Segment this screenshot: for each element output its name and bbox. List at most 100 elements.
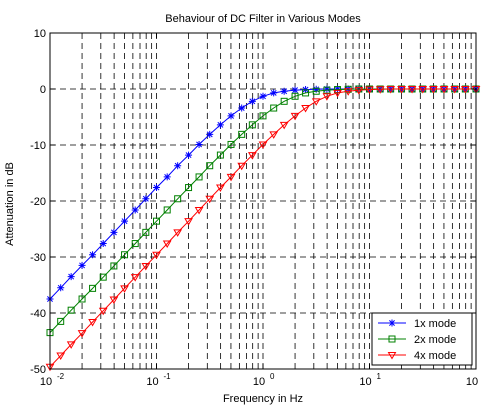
data-point [153,184,160,192]
data-point [110,262,118,270]
data-point [130,274,140,282]
data-point [301,105,310,113]
legend-item: 1x mode [378,318,456,330]
data-point [247,152,257,160]
x-tick-label-exponent: 1 [377,372,382,381]
data-point [323,85,331,93]
data-point [270,104,278,112]
legend-marker [387,352,397,360]
y-tick-label: 0 [40,84,46,96]
data-point [206,162,214,170]
data-point [238,104,246,112]
data-point [89,284,97,292]
data-point [109,296,119,305]
data-point [248,121,256,129]
data-point [67,273,75,281]
data-point [460,86,470,94]
data-point [343,88,353,96]
data-point [397,86,406,94]
data-point [173,229,183,237]
x-tick-label: 10 [359,376,371,388]
data-point [238,130,246,138]
data-point [366,85,373,93]
data-point [56,352,66,361]
data-point [162,240,172,249]
x-tick-label: 10 [253,376,265,388]
data-point [269,131,279,139]
data-point [386,86,396,94]
data-point [216,151,224,159]
data-point [226,173,236,182]
data-point [248,97,256,105]
data-point [67,306,75,314]
data-point [163,173,171,181]
data-point [120,285,129,293]
data-point [258,141,268,149]
data-point [312,85,320,93]
x-tick-label-exponent: -2 [57,372,65,381]
data-point [99,273,107,281]
data-point [88,318,97,327]
data-point [141,262,151,271]
data-point [78,295,86,303]
legend-marker [388,319,396,327]
data-point [152,251,161,260]
data-point [227,140,235,148]
data-point [302,89,310,97]
legend-label: 2x mode [414,334,456,346]
data-point [312,87,320,95]
data-point [98,307,108,316]
data-point [375,86,385,94]
data-point [185,151,193,159]
x-tick-label-exponent: 0 [270,372,275,381]
legend: 1x mode 2x mode 4x mode [371,312,473,366]
data-point [206,130,214,138]
data-point [174,195,182,203]
data-point [279,121,289,130]
data-point [99,240,107,248]
y-tick-label: -40 [30,308,46,320]
data-point [121,217,129,225]
x-tick-label: 10 [40,376,52,388]
data-point [270,89,278,97]
data-point [131,240,139,248]
data-point [322,93,332,101]
y-tick-label: -30 [30,252,46,264]
data-point [78,261,86,269]
legend-label: 4x mode [414,350,456,362]
data-point [57,317,65,325]
data-point [205,195,215,204]
data-point [57,284,65,292]
data-point [280,97,288,105]
data-point [291,86,299,94]
x-tick-label: 10 [466,376,478,388]
data-point [195,173,203,181]
data-point [89,251,97,259]
legend-label: 1x mode [414,318,456,330]
y-tick-label: -20 [30,196,46,208]
data-point [259,112,267,120]
data-point [323,86,331,94]
data-point [227,112,235,120]
data-point [354,87,364,95]
data-point [418,86,428,94]
data-point [153,217,160,225]
data-point [439,86,449,94]
data-point [365,86,374,95]
data-point [280,87,288,95]
data-point [216,184,225,193]
data-point [184,218,193,226]
data-point [216,121,224,129]
y-axis-label: Attenuation in dB [4,162,16,246]
data-point [185,184,193,192]
data-point [131,206,139,214]
series-line [49,88,476,368]
data-point [110,228,118,236]
data-point [259,92,267,100]
chart-title: Behaviour of DC Filter in Various Modes [165,13,361,25]
data-point [407,86,417,94]
data-point [311,98,321,106]
data-point [195,140,203,148]
data-point [163,206,171,214]
